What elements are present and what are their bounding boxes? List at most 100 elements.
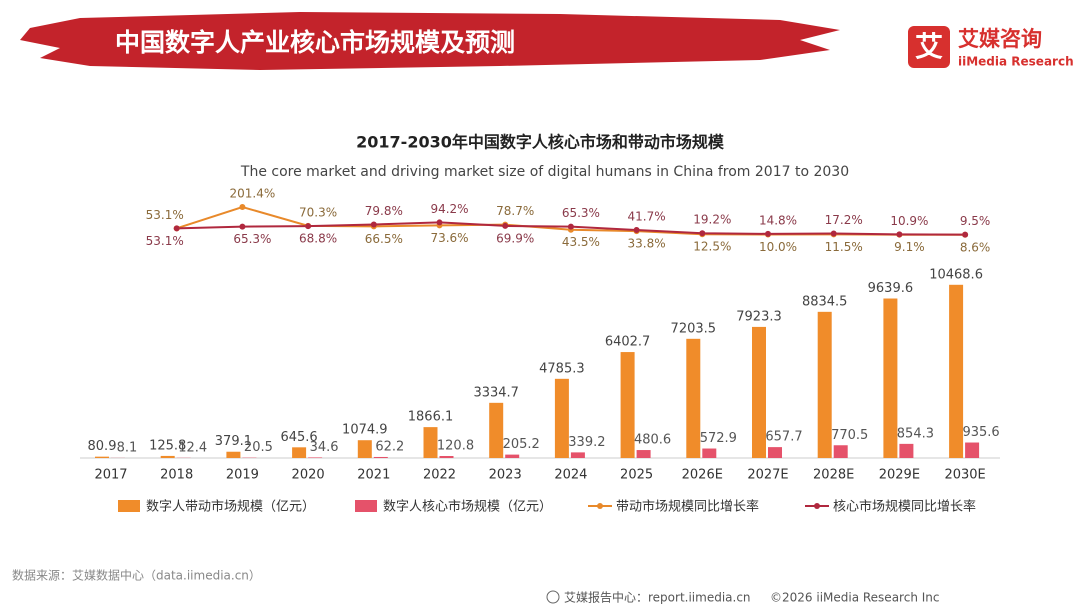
line-label: 17.2% [825,213,863,227]
bar [570,452,585,458]
line-label: 9.1% [894,240,925,254]
legend-label: 带动市场规模同比增长率 [616,499,759,515]
x-tick-label: 2028E [813,468,854,483]
line-label: 70.3% [299,205,337,219]
line-label: 68.8% [299,232,337,246]
bar [439,456,454,458]
bar [308,457,323,458]
line-label: 19.2% [693,213,731,227]
x-tick-label: 2023 [489,468,522,483]
bar-label: 645.6 [280,430,317,445]
line-label: 201.4% [230,186,276,200]
bar-label: 8834.5 [802,294,848,309]
line-point [765,230,771,237]
line-label: 65.3% [562,206,600,220]
line-label: 94.2% [430,202,468,216]
bar [899,443,914,458]
bar [357,440,372,458]
bar [833,445,848,458]
x-tick-label: 2026E [682,468,723,483]
bar-label: 8.1 [117,440,138,455]
line-label: 53.1% [146,234,184,248]
bar-label: 1866.1 [408,410,454,425]
bar-label: 379.1 [215,434,252,449]
x-tick-label: 2025 [620,468,653,483]
bar-label: 120.8 [437,439,474,454]
logo-name: 艾媒咨询 [958,27,1042,51]
bar-label: 205.2 [503,437,540,452]
line-label: 65.3% [233,232,271,246]
x-tick-label: 2030E [944,468,985,483]
bar-label: 7923.3 [736,309,782,324]
copyright: ©2026 iiMedia Research Inc [770,591,939,605]
x-tick-label: 2020 [292,468,325,483]
line-point [830,230,837,237]
line-point [370,221,377,228]
bar [620,352,635,458]
legend-swatch-dot [597,503,603,509]
bar [636,450,651,458]
bar [752,326,766,458]
line-label: 53.1% [146,208,184,222]
bar-label: 125.8 [149,438,186,453]
page-title: 中国数字人产业核心市场规模及预测 [115,28,515,57]
bar-label: 480.6 [634,433,671,448]
legend-swatch-dot [814,503,820,509]
line-label: 9.5% [960,214,991,228]
line-label: 33.8% [628,237,666,251]
bar [160,455,175,458]
x-tick-label: 2018 [160,468,193,483]
line-label: 79.8% [365,204,403,218]
bar-label: 935.6 [962,425,999,440]
bar-label: 770.5 [831,428,868,443]
bar-label: 12.4 [178,440,207,455]
bar-label: 3334.7 [473,385,519,400]
bar-label: 34.6 [310,440,339,455]
line-point [173,225,180,232]
line-point [305,223,312,230]
line-point [699,230,706,237]
chart-subtitle: The core market and driving market size … [240,164,849,180]
legend-label: 数字人带动市场规模（亿元） [146,499,315,515]
line-point [633,226,640,233]
bar-label: 4785.3 [539,361,585,376]
line-label: 66.5% [365,232,403,246]
x-tick-label: 2027E [747,468,788,483]
line-point [567,223,574,230]
bar [817,311,832,458]
line-label: 41.7% [628,209,666,223]
globe-icon [546,590,560,604]
bar [292,447,307,458]
x-tick-label: 2017 [94,468,127,483]
bar-label: 1074.9 [342,423,388,438]
x-tick-label: 2029E [879,468,920,483]
bar-label: 6402.7 [605,335,651,350]
line-label: 8.6% [960,240,991,254]
line-label: 11.5% [825,240,863,254]
line-label: 78.7% [496,204,534,218]
line-label: 12.5% [693,240,731,254]
bar [226,451,241,458]
bar-label: 339.2 [568,435,605,450]
line-point [962,231,969,238]
x-tick-label: 2024 [554,468,587,483]
bar [768,447,782,458]
line-point [239,223,246,230]
bar [489,402,504,458]
logo-sub: iiMedia Research [958,55,1074,69]
bar-label: 10468.6 [929,267,983,282]
bar [423,427,438,458]
line-point [239,203,246,210]
bar-label: 7203.5 [671,321,717,336]
line-point [436,219,443,226]
x-tick-label: 2022 [423,468,456,483]
chart-title: 2017-2030年中国数字人核心市场和带动市场规模 [356,133,725,152]
line-point [502,222,509,229]
legend-swatch [118,500,140,512]
report-center: 艾媒报告中心：report.iimedia.cn [564,590,751,605]
bar [373,456,388,458]
x-tick-label: 2021 [357,468,390,483]
bar-label: 572.9 [700,431,737,446]
legend-swatch [355,500,377,512]
